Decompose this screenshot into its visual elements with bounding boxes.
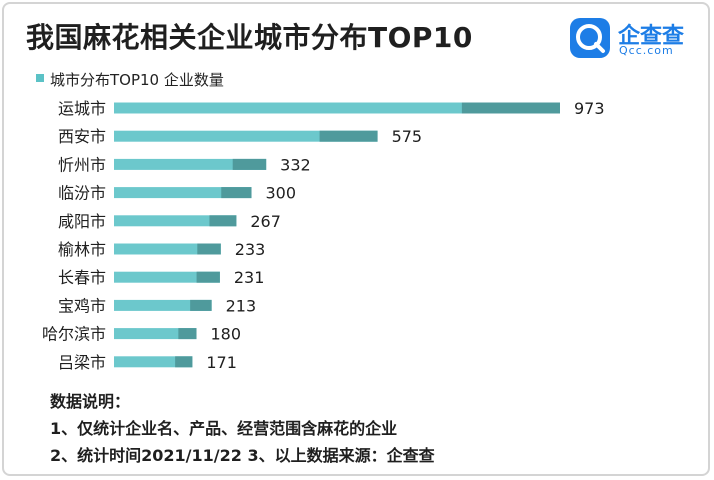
bar-shade xyxy=(197,243,221,255)
category-label: 临汾市 xyxy=(58,184,106,203)
data-notes: 数据说明： 1、仅统计企业名、产品、经营范围含麻花的企业 2、统计时间2021/… xyxy=(50,388,435,469)
category-label: 哈尔滨市 xyxy=(42,325,106,344)
category-label: 榆林市 xyxy=(58,240,106,259)
category-label: 西安市 xyxy=(58,127,106,146)
value-label: 233 xyxy=(235,240,266,259)
bar-shade xyxy=(221,187,252,199)
bar-chart: 运城市 973 西安市 575 忻州市 332 临汾市 300 咸阳市 267 榆林市 233 长春市 2… xyxy=(42,99,605,372)
value-label: 231 xyxy=(234,268,265,287)
legend-label: 城市分布TOP10 企业数量 xyxy=(50,71,224,89)
notes-heading: 数据说明： xyxy=(50,392,131,411)
value-label: 267 xyxy=(250,212,281,231)
chart-title: 我国麻花相关企业城市分布TOP10 xyxy=(26,21,473,54)
qcc-logo-icon xyxy=(570,18,610,58)
value-label: 973 xyxy=(574,99,605,118)
chart-card: 我国麻花相关企业城市分布TOP10 企查查 Qcc.com 城市分布TOP10 … xyxy=(2,2,710,476)
bar-shade xyxy=(175,356,193,368)
category-label: 宝鸡市 xyxy=(58,296,106,315)
bar xyxy=(114,328,197,340)
notes-line-1: 1、仅统计企业名、产品、经营范围含麻花的企业 xyxy=(50,419,398,438)
bar xyxy=(114,299,212,311)
value-label: 180 xyxy=(211,325,242,344)
bar-shade xyxy=(178,328,197,340)
bar-shade xyxy=(196,271,220,283)
bar xyxy=(114,187,252,199)
category-label: 吕梁市 xyxy=(58,353,106,372)
bar xyxy=(114,158,267,170)
bar xyxy=(114,356,193,368)
bar xyxy=(114,130,378,142)
value-label: 332 xyxy=(280,155,311,174)
value-label: 300 xyxy=(266,184,297,203)
value-label: 213 xyxy=(226,296,257,315)
category-label: 长春市 xyxy=(58,268,106,287)
bar-shade xyxy=(319,130,378,142)
logo-domain: Qcc.com xyxy=(619,44,674,57)
bar xyxy=(114,243,221,255)
category-label: 运城市 xyxy=(58,99,106,118)
category-label: 咸阳市 xyxy=(58,212,106,231)
bar-shade xyxy=(461,102,560,114)
notes-line-2: 2、统计时间2021/11/22 3、以上数据来源：企查查 xyxy=(50,446,435,465)
bar xyxy=(114,271,220,283)
logo-name: 企查查 xyxy=(618,24,685,49)
legend-swatch xyxy=(36,74,44,82)
qcc-logo: 企查查 Qcc.com xyxy=(570,16,708,62)
value-label: 575 xyxy=(392,127,423,146)
category-label: 忻州市 xyxy=(58,155,106,174)
bar xyxy=(114,215,237,227)
bar-shade xyxy=(190,299,212,311)
value-label: 171 xyxy=(206,353,237,372)
bar-shade xyxy=(209,215,237,227)
bar-shade xyxy=(232,158,267,170)
bar xyxy=(114,102,560,114)
